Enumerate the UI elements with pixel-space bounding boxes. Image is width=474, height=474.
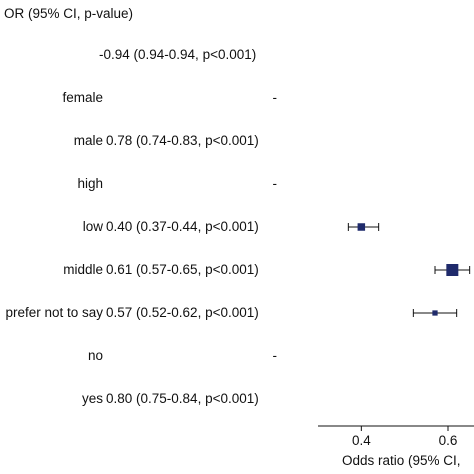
- row-label: high: [77, 176, 103, 191]
- row-label: prefer not to say: [5, 305, 103, 320]
- row-label: no: [87, 348, 103, 363]
- row-label: low: [82, 219, 103, 234]
- row-or-text: 0.40 (0.37-0.44, p<0.001): [106, 219, 259, 234]
- row-label: male: [73, 133, 103, 148]
- row-or-text: 0.57 (0.52-0.62, p<0.001): [106, 305, 259, 320]
- point-estimate: [357, 223, 366, 231]
- row-or-text: -: [272, 176, 278, 191]
- row-label: yes: [81, 391, 103, 406]
- row-or-text: -0.94 (0.94-0.94, p<0.001): [99, 47, 257, 62]
- x-tick-label: 0.4: [352, 433, 371, 448]
- row-or-text: 0.61 (0.57-0.65, p<0.001): [106, 262, 259, 277]
- point-estimate: [446, 264, 459, 276]
- row-or-text: 0.80 (0.75-0.84, p<0.001): [106, 391, 259, 406]
- x-axis-label: Odds ratio (95% CI,: [342, 453, 461, 468]
- row-or-text: 0.78 (0.74-0.83, p<0.001): [106, 133, 259, 148]
- row-label: female: [62, 90, 103, 105]
- row-or-text: -: [272, 348, 278, 363]
- or-column-header: OR (95% CI, p-value): [4, 6, 134, 21]
- row-or-text: -: [272, 90, 278, 105]
- x-tick-label: 0.6: [439, 433, 458, 448]
- point-estimate: [432, 310, 438, 316]
- row-label: middle: [63, 262, 103, 277]
